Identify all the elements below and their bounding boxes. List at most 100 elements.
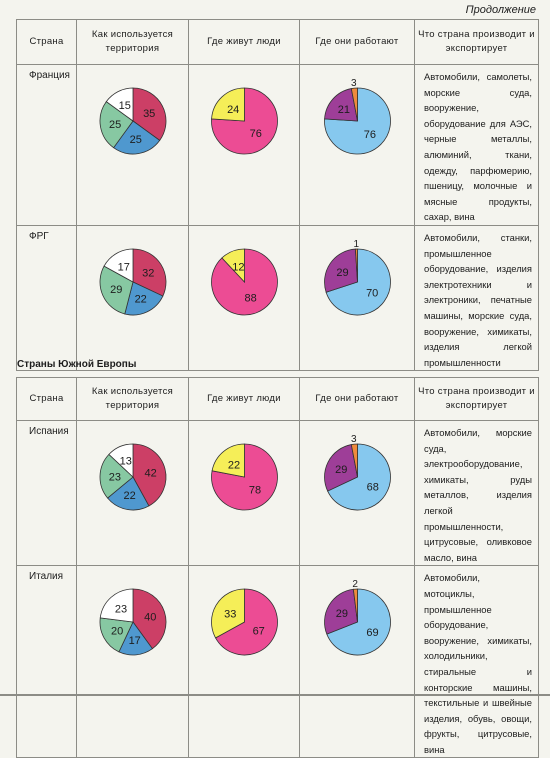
table-header-row: Страна Как используется территория Где ж… (16, 19, 539, 65)
export-text: Автомобили, самолеты, морские суда, воор… (414, 64, 539, 226)
page-bottom-rule (0, 694, 550, 696)
work-pie-label: 29 (336, 608, 348, 620)
header-country: Страна (16, 377, 77, 421)
employment-pie: 68 29 3 (324, 434, 391, 511)
population-pie: 67 33 (211, 588, 278, 656)
territory-pie-label: 23 (109, 471, 121, 483)
territory-pie-slice (113, 120, 161, 155)
territory-pie-slice (108, 443, 134, 478)
work-pie-label: 29 (336, 267, 348, 279)
country-name: Италия (16, 565, 77, 758)
work-pie-label: 69 (366, 628, 378, 640)
territory-pie-slice (99, 453, 134, 499)
europe-table-2: Страна Как используется территория Где ж… (16, 377, 539, 758)
table-row: ФРГ 32 22 29 17 88 12 70 29 1 Автомобили, стан… (16, 224, 539, 372)
work-pie-label: 29 (335, 464, 347, 476)
territory-pie-label: 13 (120, 455, 132, 467)
people-pie-label: 88 (244, 292, 256, 304)
employment-pie: 69 29 2 (324, 579, 391, 656)
work-pie-label: 76 (364, 129, 376, 141)
work-pie-label: 2 (352, 579, 358, 590)
people-pie-slice (211, 588, 245, 639)
territory-pie-label: 22 (135, 293, 147, 305)
export-text: Автомобили, морские суда, электрооборудо… (414, 419, 539, 567)
employment-pie: 76 21 3 (324, 78, 391, 155)
territory-pie-label: 32 (142, 267, 154, 279)
header-work: Где они работают (299, 19, 415, 65)
population-pie: 88 12 (211, 248, 278, 316)
territory-pie-slice (107, 476, 150, 511)
territory-pie-slice (132, 443, 167, 507)
territory-pie-label: 17 (118, 261, 130, 273)
header-territory: Как используется территория (76, 377, 189, 421)
header-country: Страна (16, 19, 77, 65)
territory-pie-slice (105, 87, 134, 122)
export-text: Автомобили, станки, промышленное оборудо… (414, 224, 539, 372)
population-pie: 78 22 (211, 443, 278, 511)
country-name: Франция (16, 64, 77, 226)
territory-pie-slice (99, 617, 134, 653)
work-pie-slice (327, 443, 391, 511)
employment-pie: 70 29 1 (324, 239, 391, 316)
people-pie-slice (221, 248, 245, 283)
territory-pie-slice (99, 101, 134, 149)
table-row: Испания 42 22 23 13 78 22 68 29 3 Автомобили, … (16, 419, 539, 567)
people-pie-label: 67 (253, 626, 265, 638)
people-pie-label: 24 (227, 104, 239, 116)
europe-table-1: Страна Как используется территория Где ж… (16, 19, 539, 372)
territory-pie-slice (132, 87, 167, 141)
header-territory: Как используется территория (76, 19, 189, 65)
table-row: Франция 35 25 25 15 76 24 76 21 3 Автомобили, … (16, 64, 539, 226)
territory-pie-label: 20 (111, 626, 123, 638)
work-pie-label: 21 (338, 104, 350, 116)
territory-pie-label: 35 (143, 108, 155, 120)
territory-pie: 32 22 29 17 (99, 248, 167, 316)
people-pie-label: 78 (249, 485, 261, 497)
work-pie-label: 70 (366, 288, 378, 300)
people-pie-slice (215, 588, 278, 656)
territory-pie-label: 22 (123, 490, 135, 502)
territory-pie-label: 25 (130, 134, 142, 146)
work-pie-slice (324, 248, 358, 293)
territory-pie-label: 29 (110, 284, 122, 296)
territory-pie-label: 23 (115, 604, 127, 616)
territory-pie-label: 42 (144, 468, 156, 480)
territory-pie-slice (124, 281, 164, 316)
people-pie-slice (211, 87, 245, 122)
territory-pie: 35 25 25 15 (99, 87, 167, 155)
work-pie-slice (324, 589, 358, 636)
header-work: Где они работают (299, 377, 415, 421)
work-pie-slice (352, 588, 358, 623)
population-pie: 76 24 (211, 87, 278, 155)
people-pie-label: 33 (224, 609, 236, 621)
table-row: Италия 40 17 20 23 67 33 69 29 2 Автомобили, м… (16, 565, 539, 758)
work-pie-slice (326, 588, 391, 656)
territory-pie-slice (99, 588, 134, 623)
header-people: Где живут люди (188, 19, 300, 65)
territory-pie-label: 17 (129, 635, 141, 647)
territory-pie-slice (132, 588, 167, 650)
table-header-row: Страна Как используется территория Где ж… (16, 377, 539, 421)
territory-pie-slice (103, 248, 134, 283)
work-pie-label: 1 (354, 239, 360, 250)
work-pie-slice (325, 248, 391, 316)
people-pie-slice (211, 443, 245, 478)
header-export: Что страна производит и экспортирует (414, 377, 539, 421)
people-pie-label: 12 (232, 262, 244, 274)
territory-pie-label: 25 (109, 119, 121, 131)
people-pie-label: 76 (250, 128, 262, 140)
work-pie-slice (350, 87, 358, 122)
header-export: Что страна производит и экспортирует (414, 19, 539, 65)
people-pie-label: 22 (228, 459, 240, 471)
territory-pie-slice (132, 248, 167, 297)
country-name: Испания (16, 419, 77, 567)
work-pie-slice (355, 248, 358, 282)
territory-pie-label: 40 (144, 612, 156, 624)
territory-pie-label: 15 (119, 100, 131, 112)
work-pie-label: 3 (351, 434, 357, 445)
section-title: Страны Южной Европы (17, 359, 137, 370)
country-name: ФРГ (16, 224, 77, 372)
work-pie-slice (324, 88, 358, 122)
work-pie-slice (324, 444, 358, 492)
